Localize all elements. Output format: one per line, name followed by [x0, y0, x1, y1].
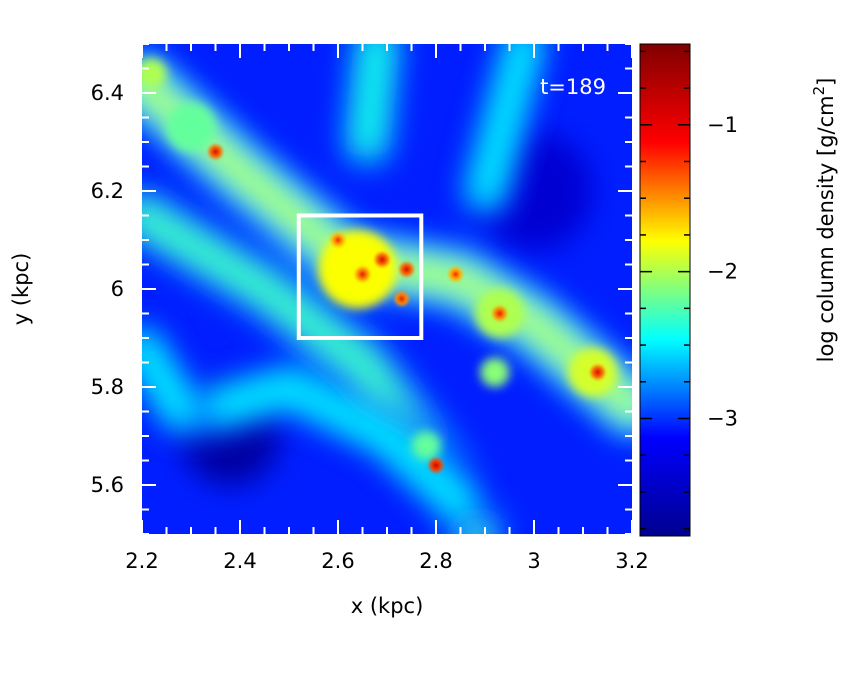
dense-core: [334, 236, 342, 244]
y-tick-label: 5.8: [91, 375, 124, 399]
colorbar-label-close: ]: [814, 78, 838, 86]
time-annotation: t=189: [540, 75, 606, 99]
colorbar-tick-labels: −1 −2 −3: [707, 113, 738, 431]
dense-core: [212, 148, 219, 156]
dense-clump: [142, 58, 167, 89]
highlight-box: [296, 213, 424, 340]
y-tick-label: 6.2: [91, 179, 124, 203]
x-axis-label: x (kpc): [351, 594, 424, 618]
x-tick-label: 3: [527, 549, 540, 573]
colorbar-tick-label: −3: [707, 407, 738, 431]
filament-layer: [142, 44, 632, 534]
colorbar: −1 −2 −3: [639, 43, 738, 537]
dense-core: [496, 310, 504, 317]
dense-core: [359, 270, 366, 278]
core-layer: [208, 144, 605, 473]
y-tick-label: 5.6: [91, 473, 124, 497]
dense-clump: [411, 431, 441, 461]
dense-clump: [480, 357, 510, 387]
x-tick-labels: 2.2 2.4 2.6 2.8 3 3.2: [125, 549, 648, 573]
y-tick-labels: 5.6 5.8 6 6.2 6.4: [91, 81, 124, 497]
colorbar-ticks: [640, 50, 690, 530]
y-axis-label: y (kpc): [9, 253, 33, 326]
filament-ridge: [186, 373, 475, 519]
filament-ridge: [471, 44, 539, 205]
dense-core: [432, 461, 440, 469]
filament-ridge: [142, 333, 196, 426]
colorbar-fill: [639, 43, 691, 537]
colorbar-label-sup: 2: [810, 86, 828, 96]
dense-core: [398, 295, 406, 303]
x-tick-label: 2.6: [321, 549, 354, 573]
colorbar-tick-label: −2: [707, 260, 738, 284]
colorbar-tick-label: −1: [707, 113, 738, 137]
y-tick-label: 6: [111, 277, 124, 301]
dense-core: [403, 265, 411, 273]
y-tick-label: 6.4: [91, 81, 124, 105]
dense-clump: [166, 102, 216, 152]
plot-ticks: [141, 43, 633, 535]
x-tick-label: 2.8: [419, 549, 452, 573]
dense-core: [452, 270, 460, 278]
filament-ridge: [353, 44, 392, 156]
plot-area: t=189: [142, 44, 632, 534]
colorbar-label-main: log column density [g/cm: [814, 95, 838, 362]
colorbar-label: log column density [g/cm2]: [810, 78, 838, 363]
dense-core: [378, 256, 386, 264]
x-tick-label: 2.4: [223, 549, 256, 573]
x-tick-label: 2.2: [125, 549, 158, 573]
x-tick-label: 3.2: [615, 549, 648, 573]
dense-core: [594, 368, 602, 376]
